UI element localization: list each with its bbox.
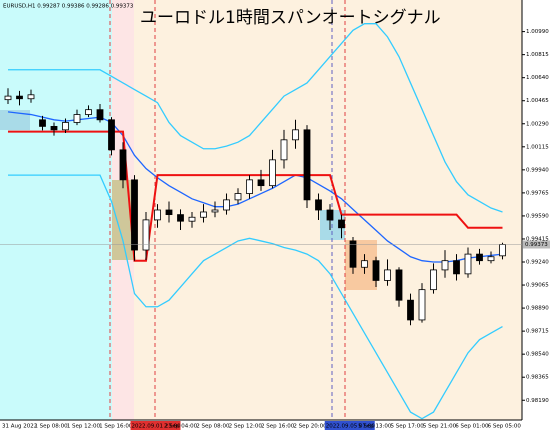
candle-body	[50, 125, 58, 131]
y-tick-label: 0.99240	[526, 260, 549, 266]
candle-body	[85, 109, 92, 115]
candle-body	[211, 209, 219, 213]
candle-body	[4, 95, 12, 101]
candle-body	[292, 129, 299, 141]
x-tick-label: 2022.09.01 23:00	[132, 424, 182, 430]
candle-body	[361, 260, 368, 268]
price-label: 0.99373	[525, 242, 548, 248]
time-tag	[130, 421, 181, 430]
candle-body	[338, 219, 345, 229]
y-tick-label: 1.00990	[526, 29, 549, 35]
y-tick-label: 0.99940	[526, 167, 549, 173]
candle-body	[384, 269, 391, 281]
y-tick-label: 1.00465	[526, 98, 549, 104]
time-tag	[324, 421, 375, 430]
session-bg	[0, 0, 112, 420]
x-tick-label: 2 Sep 16:00	[261, 424, 295, 430]
x-tick-label: 1 Sep 08:00	[34, 424, 68, 430]
price-axis	[522, 0, 550, 434]
indicator-line	[8, 23, 503, 213]
candle-body	[223, 199, 230, 211]
candle-body	[349, 240, 357, 268]
candle-body	[418, 289, 426, 321]
candle-body	[246, 179, 253, 194]
y-tick-label: 0.99065	[526, 283, 549, 289]
chart-title: ユーロドル1時間スパンオートシグナル	[140, 8, 441, 28]
x-tick-label: 6 Sep 01:00	[455, 424, 489, 430]
y-tick-label: 1.00640	[526, 75, 549, 81]
x-tick-label: 31 Aug 2022	[2, 424, 37, 430]
signal-zone	[0, 110, 30, 130]
candle-body	[142, 219, 150, 251]
header: EURUSD,H1 0.99287 0.99386 0.99286 0.9937…	[3, 4, 134, 10]
y-tick-label: 0.98540	[526, 352, 549, 358]
price-tag	[523, 240, 550, 249]
candle-body	[487, 256, 495, 262]
candle-body	[39, 119, 46, 127]
candle-body	[119, 149, 127, 181]
y-tick-label: 0.98365	[526, 375, 549, 381]
x-tick-label: 5 Sep 13:00	[358, 424, 392, 430]
x-tick-label: 2 Sep 20:00	[293, 424, 327, 430]
x-tick-label: 2 Sep 12:00	[229, 424, 263, 430]
candle-body	[62, 122, 69, 131]
candle-body	[441, 260, 449, 271]
candle-body	[280, 139, 288, 161]
y-tick-label: 1.00815	[526, 52, 549, 58]
candle-body	[315, 199, 322, 211]
y-tick-label: 0.99765	[526, 190, 549, 196]
candle-body	[372, 260, 380, 281]
y-tick-label: 0.98890	[526, 306, 549, 312]
candle-body	[108, 119, 115, 151]
x-tick-label: 1 Sep 16:00	[99, 424, 133, 430]
x-tick-label: 1 Sep 12:00	[67, 424, 101, 430]
candle-body	[27, 94, 35, 100]
x-tick-label: 2 Sep 08:00	[196, 424, 230, 430]
x-tick-label: 5 Sep 17:00	[391, 424, 425, 430]
candle-body	[177, 214, 184, 222]
candle-body	[303, 129, 311, 201]
candle-body	[154, 209, 161, 221]
candle-body	[188, 216, 196, 222]
indicator-line	[8, 130, 503, 262]
y-tick-label: 1.00115	[526, 144, 549, 150]
candle-body	[464, 253, 472, 275]
candle-body	[499, 244, 506, 257]
candle-body	[131, 179, 138, 251]
candle-body	[96, 109, 104, 121]
candle-body	[257, 179, 265, 187]
candle-body	[430, 269, 437, 291]
candle-body	[200, 211, 207, 218]
candle-body	[16, 95, 23, 100]
y-tick-label: 0.98715	[526, 329, 549, 335]
x-tick-label: 2022.09.05 07:00	[326, 424, 376, 430]
candle-body	[165, 209, 173, 216]
candle-body	[269, 159, 276, 187]
candle-body	[234, 193, 242, 201]
candle-body	[476, 253, 483, 262]
candle-body	[326, 209, 334, 221]
candle-body	[73, 114, 81, 123]
indicator-line	[7, 111, 503, 263]
y-tick-label: 0.99590	[526, 213, 549, 219]
y-tick-label: 0.99415	[526, 236, 549, 242]
y-tick-label: 0.98190	[526, 398, 549, 404]
indicator-line	[8, 174, 503, 420]
y-tick-label: 1.00290	[526, 121, 549, 127]
candle-body	[407, 299, 414, 321]
candle-body	[395, 269, 403, 301]
x-tick-label: 6 Sep 05:00	[488, 424, 522, 430]
x-tick-label: 2 Sep 04:00	[164, 424, 198, 430]
candle-body	[453, 260, 460, 275]
x-tick-label: 5 Sep 21:00	[423, 424, 457, 430]
